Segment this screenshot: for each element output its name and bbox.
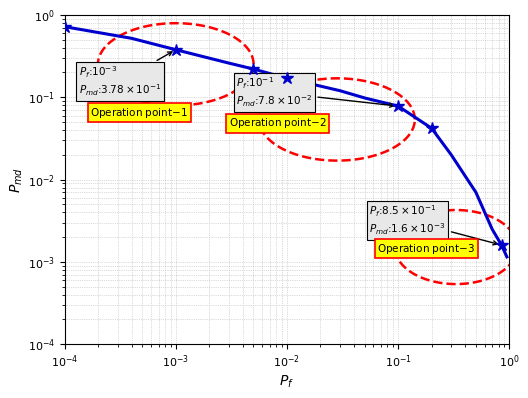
Text: $P_f$:$10^{-3}$
$P_{md}$:$3.78\times10^{-1}$: $P_f$:$10^{-3}$ $P_{md}$:$3.78\times10^{…: [79, 52, 172, 98]
Text: Operation point$-$3: Operation point$-$3: [378, 242, 475, 256]
Text: Operation point$-$2: Operation point$-$2: [229, 117, 326, 131]
X-axis label: $P_f$: $P_f$: [279, 373, 295, 390]
Y-axis label: $P_{md}$: $P_{md}$: [8, 166, 25, 193]
Text: $P_f$:$8.5\times10^{-1}$
$P_{md}$:$1.6\times10^{-3}$: $P_f$:$8.5\times10^{-1}$ $P_{md}$:$1.6\t…: [369, 203, 497, 245]
Text: $P_f$:$10^{-1}$
$P_{md}$:$7.8\times10^{-2}$: $P_f$:$10^{-1}$ $P_{md}$:$7.8\times10^{-…: [236, 76, 394, 109]
Text: Operation point$-$1: Operation point$-$1: [90, 105, 188, 120]
